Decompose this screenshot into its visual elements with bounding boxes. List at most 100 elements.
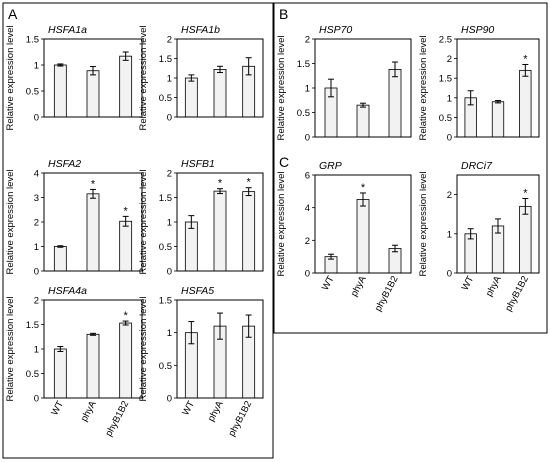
bar-phyA — [86, 193, 100, 272]
significance-mark: * — [523, 53, 528, 65]
y-tick-label: 1 — [167, 218, 172, 229]
bar-phyA — [356, 104, 370, 138]
plot-frame — [456, 38, 540, 138]
bar-phyA — [86, 70, 100, 118]
panel-label-b: B — [279, 6, 288, 22]
x-tick-label: phyB1B2 — [103, 399, 131, 438]
y-axis-label: Relative expression level — [138, 25, 149, 130]
x-tick-label: WT — [180, 399, 197, 417]
y-tick-label: 2 — [34, 218, 39, 229]
y-tick-label: 2 — [447, 54, 452, 65]
y-tick-label: 1.5 — [159, 54, 172, 65]
panel-label-c: C — [279, 154, 289, 170]
significance-mark: * — [523, 188, 528, 200]
y-tick-label: 0 — [34, 394, 39, 405]
plot-frame — [43, 38, 143, 118]
y-tick-label: 1 — [167, 328, 172, 339]
y-tick-label: 0 — [34, 267, 39, 278]
bar-phyA — [356, 199, 370, 274]
bar-phyA — [491, 101, 505, 138]
x-tick-label: phyA — [79, 399, 99, 424]
plot-frame — [43, 299, 143, 399]
chart-drci7: DRCi7 Relative expression level 0 1 2 WT phyA *… — [418, 160, 540, 313]
y-tick-label: 1.5 — [26, 35, 39, 46]
chart-grp: GRP Relative expression level 0 2 4 6 WT * phyA p… — [276, 160, 412, 313]
y-tick-label: 0 — [34, 113, 39, 124]
y-tick-label: 0.5 — [159, 361, 172, 372]
significance-mark: * — [124, 205, 129, 217]
section-a-border — [2, 2, 274, 459]
significance-mark: * — [247, 177, 252, 189]
chart-title: HSP90 — [461, 24, 494, 36]
chart-title: GRP — [319, 160, 342, 172]
significance-mark: * — [124, 310, 129, 322]
y-tick-label: 4 — [34, 169, 39, 180]
x-tick-label: WT — [49, 399, 66, 417]
x-tick-label: phyA — [349, 274, 369, 299]
chart-title: HSFA4a — [48, 285, 87, 297]
bar-WT — [53, 246, 67, 272]
x-tick-label: phyB1B2 — [373, 274, 401, 313]
bar-phyB1B2 — [119, 55, 133, 118]
bar-phyB1B2 — [119, 322, 133, 399]
bar-WT — [53, 348, 67, 399]
bar-phyB1B2 — [242, 191, 256, 272]
chart-title: DRCi7 — [461, 160, 493, 172]
plot-frame — [176, 38, 264, 118]
plot-frame — [176, 299, 264, 399]
y-tick-label: 3 — [34, 193, 39, 204]
chart-hsp90: HSP90 Relative expression level 0 0.5 1 1.5 2 2… — [418, 24, 540, 144]
x-tick-label: phyB1B2 — [226, 399, 254, 438]
y-axis-label: Relative expression level — [418, 35, 429, 140]
y-axis-label: Relative expression level — [138, 296, 149, 401]
panel-label-a: A — [8, 6, 18, 22]
y-tick-label: 1 — [305, 84, 310, 95]
bar-phyB1B2 — [388, 68, 402, 138]
y-tick-label: 2.5 — [439, 35, 452, 46]
chart-title: HSFA2 — [48, 158, 81, 170]
y-tick-label: 1.5 — [26, 320, 39, 331]
y-tick-label: 1.5 — [297, 59, 310, 70]
bar-phyB1B2 — [119, 220, 133, 272]
y-tick-label: 0 — [167, 394, 172, 405]
bar-phyA — [86, 333, 100, 399]
y-tick-label: 2 — [34, 296, 39, 307]
y-axis-label: Relative expression level — [138, 169, 149, 274]
chart-hsfb1: HSFB1 Relative expression level 0 0.5 1 1.5 2 *… — [138, 158, 264, 278]
chart-title: HSFA5 — [181, 285, 214, 297]
x-tick-label: phyB1B2 — [503, 274, 531, 313]
y-axis-label: Relative expression level — [5, 25, 16, 130]
y-tick-label: 2 — [167, 35, 172, 46]
bar-WT — [184, 77, 198, 118]
y-axis-label: Relative expression level — [5, 296, 16, 401]
y-tick-label: 2 — [305, 35, 310, 46]
chart-title: HSFA1b — [181, 24, 220, 36]
x-tick-label: phyA — [206, 399, 226, 424]
y-tick-label: 0.5 — [26, 369, 39, 380]
y-tick-label: 2 — [167, 169, 172, 180]
x-tick-label: WT — [460, 274, 477, 292]
chart-title: HSFB1 — [181, 158, 215, 170]
bar-phyB1B2 — [519, 69, 532, 138]
bar-phyB1B2 — [519, 205, 532, 274]
y-tick-label: 0 — [305, 269, 310, 280]
y-tick-label: 0 — [167, 113, 172, 124]
chart-hsp70: HSP70 Relative expression level 0 0.5 1 1.5 2 — [276, 24, 412, 144]
chart-hsfa2: HSFA2 Relative expression level 0 1 2 3 4 * * — [5, 158, 143, 278]
y-tick-label: 4 — [305, 203, 310, 214]
plot-frame — [314, 38, 412, 138]
chart-title: HSP70 — [319, 24, 352, 36]
y-tick-label: 0.5 — [297, 108, 310, 119]
chart-hsfa4a: HSFA4a Relative expression level 0 0.5 1 1.5 2… — [5, 285, 143, 438]
bar-WT — [184, 221, 198, 272]
plot-frame — [456, 174, 540, 274]
y-tick-label: 0.5 — [439, 113, 452, 124]
y-tick-label: 6 — [305, 171, 310, 182]
x-tick-label: phyA — [484, 274, 504, 299]
y-tick-label: 1.5 — [439, 74, 452, 85]
y-tick-label: 1.5 — [159, 296, 172, 307]
y-tick-label: 1 — [447, 93, 452, 104]
y-axis-label: Relative expression level — [418, 171, 429, 276]
